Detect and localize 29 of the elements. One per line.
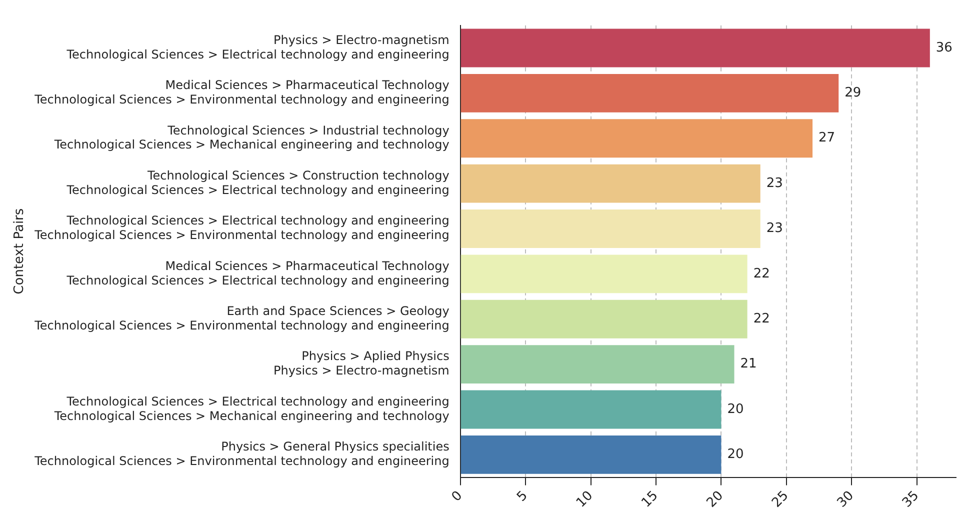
x-tick-label: 25 [769,488,792,511]
y-tick-label: Physics > Aplied Physics Physics > Electro-magnetism [274,349,450,378]
y-tick-label: Medical Sciences > Pharmaceutical Technology Technological Sciences > Electrical technology and engineering [66,258,450,288]
data-label: 22 [753,266,770,282]
data-label: 27 [818,130,836,146]
x-tick-label: 35 [900,488,922,511]
y-tick-label: Technological Sciences > Industrial technology Technological Sciences > Mechanical engineering and technology [53,123,450,152]
data-label: 20 [727,447,744,462]
y-tick-label: Technological Sciences > Electrical technology and engineering Technological Sciences > Environmental technology and engineering [34,214,450,242]
x-tick-label: 0 [449,488,466,505]
data-label: 36 [936,40,952,56]
data-label: 20 [727,402,744,417]
data-label: 21 [740,356,757,372]
x-tick-label: 5 [514,488,531,505]
y-tick-label: Medical Sciences > Pharmaceutical Technology Technological Sciences > Environmental technology and engineering [34,78,450,107]
y-axis-title: Context Pairs [12,208,28,294]
y-tick-label: Physics > Electro-magnetism Technological Sciences > Electrical technology and engineering [66,32,450,62]
y-tick-label: Technological Sciences > Electrical technology and engineering Technological Sciences > Mechanical engineering and technology [53,394,450,423]
x-tick-label: 20 [704,488,726,511]
data-label: 29 [844,86,862,101]
data-label: 23 [766,221,783,236]
y-tick-label: Physics > General Physics specialities Technological Sciences > Environmental technology and engineering [34,440,450,468]
data-label: 22 [753,311,770,326]
data-label: 23 [766,176,783,191]
x-tick-label: 10 [574,488,596,511]
y-tick-label: Technological Sciences > Construction technology Technological Sciences > Electrical technology and engineering [66,168,450,197]
x-tick-label: 30 [834,488,857,511]
x-tick-label: 15 [638,488,662,511]
y-tick-label: Earth and Space Sciences > Geology Technological Sciences > Environmental technology and engineering [34,304,450,332]
